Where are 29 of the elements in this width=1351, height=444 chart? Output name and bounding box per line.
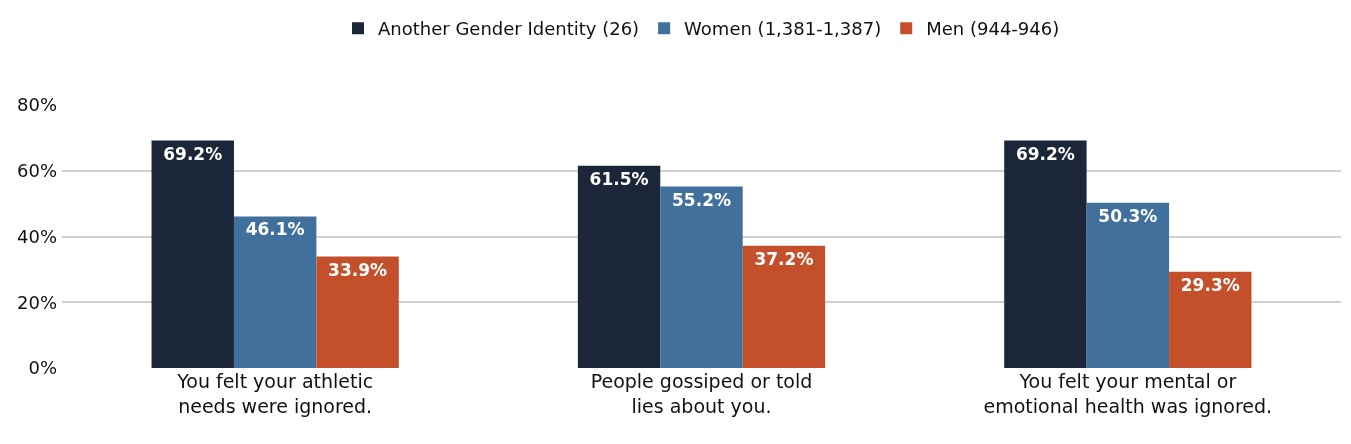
- y-tick-label: 20%: [16, 291, 57, 313]
- legend-label: Another Gender Identity (26): [378, 18, 640, 40]
- bar: [660, 186, 743, 368]
- bar: [1004, 140, 1087, 368]
- data-label: 50.3%: [1098, 205, 1158, 226]
- data-label: 69.2%: [163, 143, 223, 164]
- x-tick-label: People gossiped or told lies about you.: [590, 370, 813, 417]
- y-tick-label: 80%: [16, 94, 57, 116]
- data-label: 61.5%: [589, 168, 649, 189]
- bar: [577, 165, 661, 368]
- bar: [1086, 202, 1170, 368]
- data-label: 29.3%: [1180, 274, 1240, 295]
- data-label: 37.2%: [754, 248, 814, 269]
- bar: [742, 245, 826, 368]
- data-label: 69.2%: [1015, 143, 1075, 164]
- x-tick-label: You felt your mental or emotional health was ignored.: [983, 370, 1273, 417]
- data-label: 46.1%: [245, 219, 305, 240]
- data-label: 33.9%: [328, 259, 388, 280]
- legend-label: Women (1,381-1,387): [684, 18, 882, 40]
- y-tick-label: 0%: [28, 357, 57, 379]
- y-tick-label: 40%: [16, 225, 57, 247]
- bar: [151, 140, 234, 368]
- bar: [233, 216, 317, 368]
- legend-label: Men (944-946): [926, 18, 1060, 40]
- x-tick-label: You felt your athletic needs were ignored.: [176, 370, 374, 417]
- y-tick-label: 60%: [16, 160, 57, 182]
- bar: [316, 256, 399, 368]
- bar: [1169, 271, 1252, 368]
- data-label: 55.2%: [672, 189, 731, 210]
